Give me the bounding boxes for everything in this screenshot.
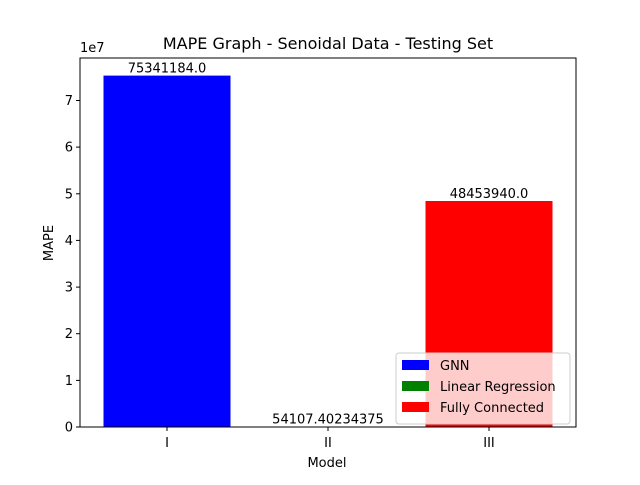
x-tick-label-III: III [483, 436, 495, 451]
y-tick-label: 2 [65, 327, 73, 342]
legend-swatch [402, 381, 429, 391]
data-label-III: 48453940.0 [450, 187, 529, 202]
x-tick-label-I: I [165, 436, 169, 451]
legend-entry: Linear Regression [440, 380, 556, 395]
x-axis-label: Model [307, 456, 346, 471]
legend-swatch [402, 402, 429, 412]
y-tick-label: 3 [65, 281, 73, 296]
y-tick-label: 7 [65, 94, 73, 109]
legend: GNN Linear Regression Fully Connected [396, 353, 570, 424]
bar-I [104, 76, 231, 427]
data-label-II: 54107.40234375 [272, 413, 384, 428]
y-axis-label: MAPE [42, 225, 57, 261]
x-tick-label-II: II [324, 436, 332, 451]
legend-entry: GNN [440, 359, 470, 374]
y-tick-label: 5 [65, 187, 73, 202]
y-scale-label: 1e7 [80, 41, 105, 56]
y-tick-label: 6 [65, 141, 73, 156]
chart-title: MAPE Graph - Senoidal Data - Testing Set [163, 34, 493, 53]
y-tick-label: 0 [65, 421, 73, 436]
legend-entry: Fully Connected [440, 401, 544, 416]
data-label-I: 75341184.0 [128, 62, 207, 77]
legend-swatch [402, 360, 429, 370]
y-tick-label: 4 [65, 234, 73, 249]
y-tick-label: 1 [65, 374, 73, 389]
